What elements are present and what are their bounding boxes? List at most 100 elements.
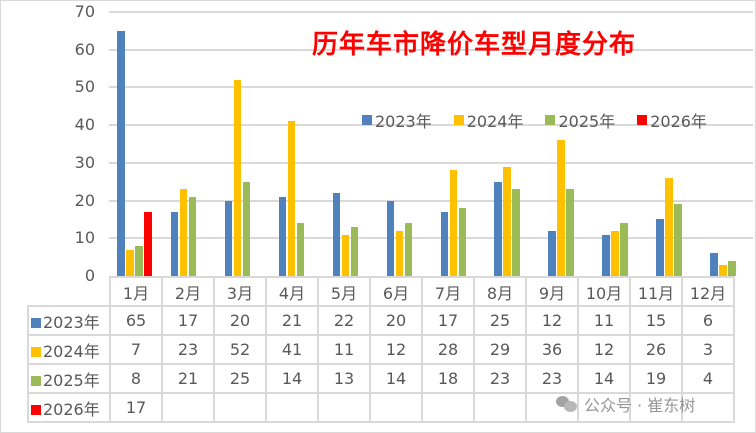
bar-2024年-12月 — [719, 264, 727, 276]
table-cell: 52 — [213, 334, 267, 365]
gridline — [109, 161, 753, 164]
legend-item-2025: 2025年 — [545, 108, 615, 132]
table-cell: 23 — [525, 363, 579, 394]
wechat-icon — [556, 396, 578, 412]
bar-2024年-2月 — [179, 189, 188, 276]
table-cell: 25 — [473, 305, 527, 336]
table-header-cell: 11月 — [629, 276, 683, 307]
table-cell: 23 — [161, 334, 215, 365]
bar-2024年-10月 — [611, 230, 619, 276]
table-header-cell: 3月 — [213, 276, 267, 307]
table-header-cell: 6月 — [369, 276, 423, 307]
bar-2025年-8月 — [512, 189, 520, 276]
bar-2023年-3月 — [224, 200, 233, 276]
legend-swatch-icon — [545, 115, 556, 125]
table-cell — [369, 392, 423, 423]
y-tick-label: 50 — [74, 77, 95, 97]
legend-item-2023: 2023年 — [362, 108, 432, 132]
table-cell — [681, 392, 735, 423]
bar-2025年-3月 — [242, 181, 251, 276]
bar-2023年-1月 — [117, 30, 125, 276]
table-header-cell: 10月 — [577, 276, 631, 307]
table-cell: 14 — [577, 363, 631, 394]
table-cell — [213, 392, 267, 423]
table-row-label: 2023年 — [27, 305, 111, 336]
y-tick-label: 30 — [74, 152, 95, 172]
legend-key-icon — [31, 375, 41, 386]
table-cell: 15 — [629, 305, 683, 336]
bar-2023年-12月 — [710, 253, 718, 276]
table-cell — [629, 392, 683, 423]
table-cell: 13 — [317, 363, 371, 394]
table-row-label: 2025年 — [27, 363, 111, 394]
bar-2023年-9月 — [548, 230, 556, 276]
table-header-cell: 8月 — [473, 276, 527, 307]
table-cell: 65 — [109, 305, 163, 336]
bar-2024年-1月 — [126, 249, 134, 276]
table-cell: 29 — [473, 334, 527, 365]
table-cell: 36 — [525, 334, 579, 365]
gridline — [109, 86, 753, 89]
bar-2025年-6月 — [404, 223, 413, 276]
bar-2024年-6月 — [395, 230, 404, 276]
legend-item-2026: 2026年 — [637, 108, 707, 132]
table-cell: 17 — [421, 305, 475, 336]
legend: 2023年 2024年 2025年 2026年 — [362, 108, 707, 132]
bar-2023年-7月 — [440, 211, 448, 276]
bar-2025年-4月 — [296, 223, 305, 276]
data-table: 1月 2月 3月 4月 5月 6月 7月 8月 9月 10月 11月 12月 2023年 65 17 20 21… — [27, 276, 735, 423]
table-cell: 25 — [213, 363, 267, 394]
table-cell: 19 — [629, 363, 683, 394]
table-row-label: 2024年 — [27, 334, 111, 365]
bar-2025年-5月 — [350, 226, 359, 276]
table-header-cell: 7月 — [421, 276, 475, 307]
table-header-cell: 2月 — [161, 276, 215, 307]
bar-2024年-7月 — [449, 170, 457, 276]
y-tick-label: 60 — [74, 39, 95, 59]
bar-2023年-10月 — [602, 234, 610, 276]
table-cell: 12 — [577, 334, 631, 365]
legend-swatch-icon — [453, 115, 464, 125]
table-cell: 7 — [109, 334, 163, 365]
watermark: 公众号 · 崔东树 — [556, 392, 695, 416]
table-cell: 22 — [317, 305, 371, 336]
y-tick-label: 70 — [74, 2, 95, 21]
bar-2025年-10月 — [620, 223, 628, 276]
gridline — [109, 11, 753, 13]
table-cell: 20 — [213, 305, 267, 336]
bar-2023年-5月 — [332, 193, 341, 276]
legend-key-icon — [31, 346, 41, 357]
bar-2023年-6月 — [386, 200, 395, 276]
table-cell: 17 — [109, 392, 163, 423]
table-cell: 3 — [681, 334, 735, 365]
bar-2024年-9月 — [557, 140, 565, 276]
table-cell: 21 — [161, 363, 215, 394]
legend-key-icon — [31, 404, 41, 415]
table-cell: 4 — [681, 363, 735, 394]
bar-2026年-1月 — [144, 211, 152, 276]
bar-2024年-5月 — [341, 234, 350, 276]
chart-title: 历年车市降价车型月度分布 — [312, 30, 637, 60]
bar-2025年-9月 — [566, 189, 574, 276]
y-tick-label: 0 — [84, 266, 95, 285]
gridline — [109, 237, 753, 240]
table-cell: 18 — [421, 363, 475, 394]
table-row: 2025年 8 21 25 14 13 14 18 23 23 14 19 4 — [27, 363, 735, 394]
bar-2025年-12月 — [728, 260, 736, 276]
table-header-cell: 4月 — [265, 276, 319, 307]
table-cell: 14 — [265, 363, 319, 394]
table-cell: 17 — [161, 305, 215, 336]
table-cell — [473, 392, 527, 423]
table-cell: 11 — [317, 334, 371, 365]
y-tick-label: 10 — [74, 228, 95, 248]
legend-swatch-icon — [362, 115, 372, 125]
table-cell: 26 — [629, 334, 683, 365]
bar-2024年-11月 — [665, 177, 673, 276]
table-row: 2024年 7 23 52 41 11 12 28 29 36 12 26 3 — [27, 334, 735, 365]
table-header-cell: 9月 — [525, 276, 579, 307]
table-row: 2023年 65 17 20 21 22 20 17 25 12 11 15 6 — [27, 305, 735, 336]
table-cell — [421, 392, 475, 423]
table-row-label: 2026年 — [27, 392, 111, 423]
legend-item-2024: 2024年 — [453, 108, 523, 132]
legend-swatch-icon — [637, 115, 648, 125]
